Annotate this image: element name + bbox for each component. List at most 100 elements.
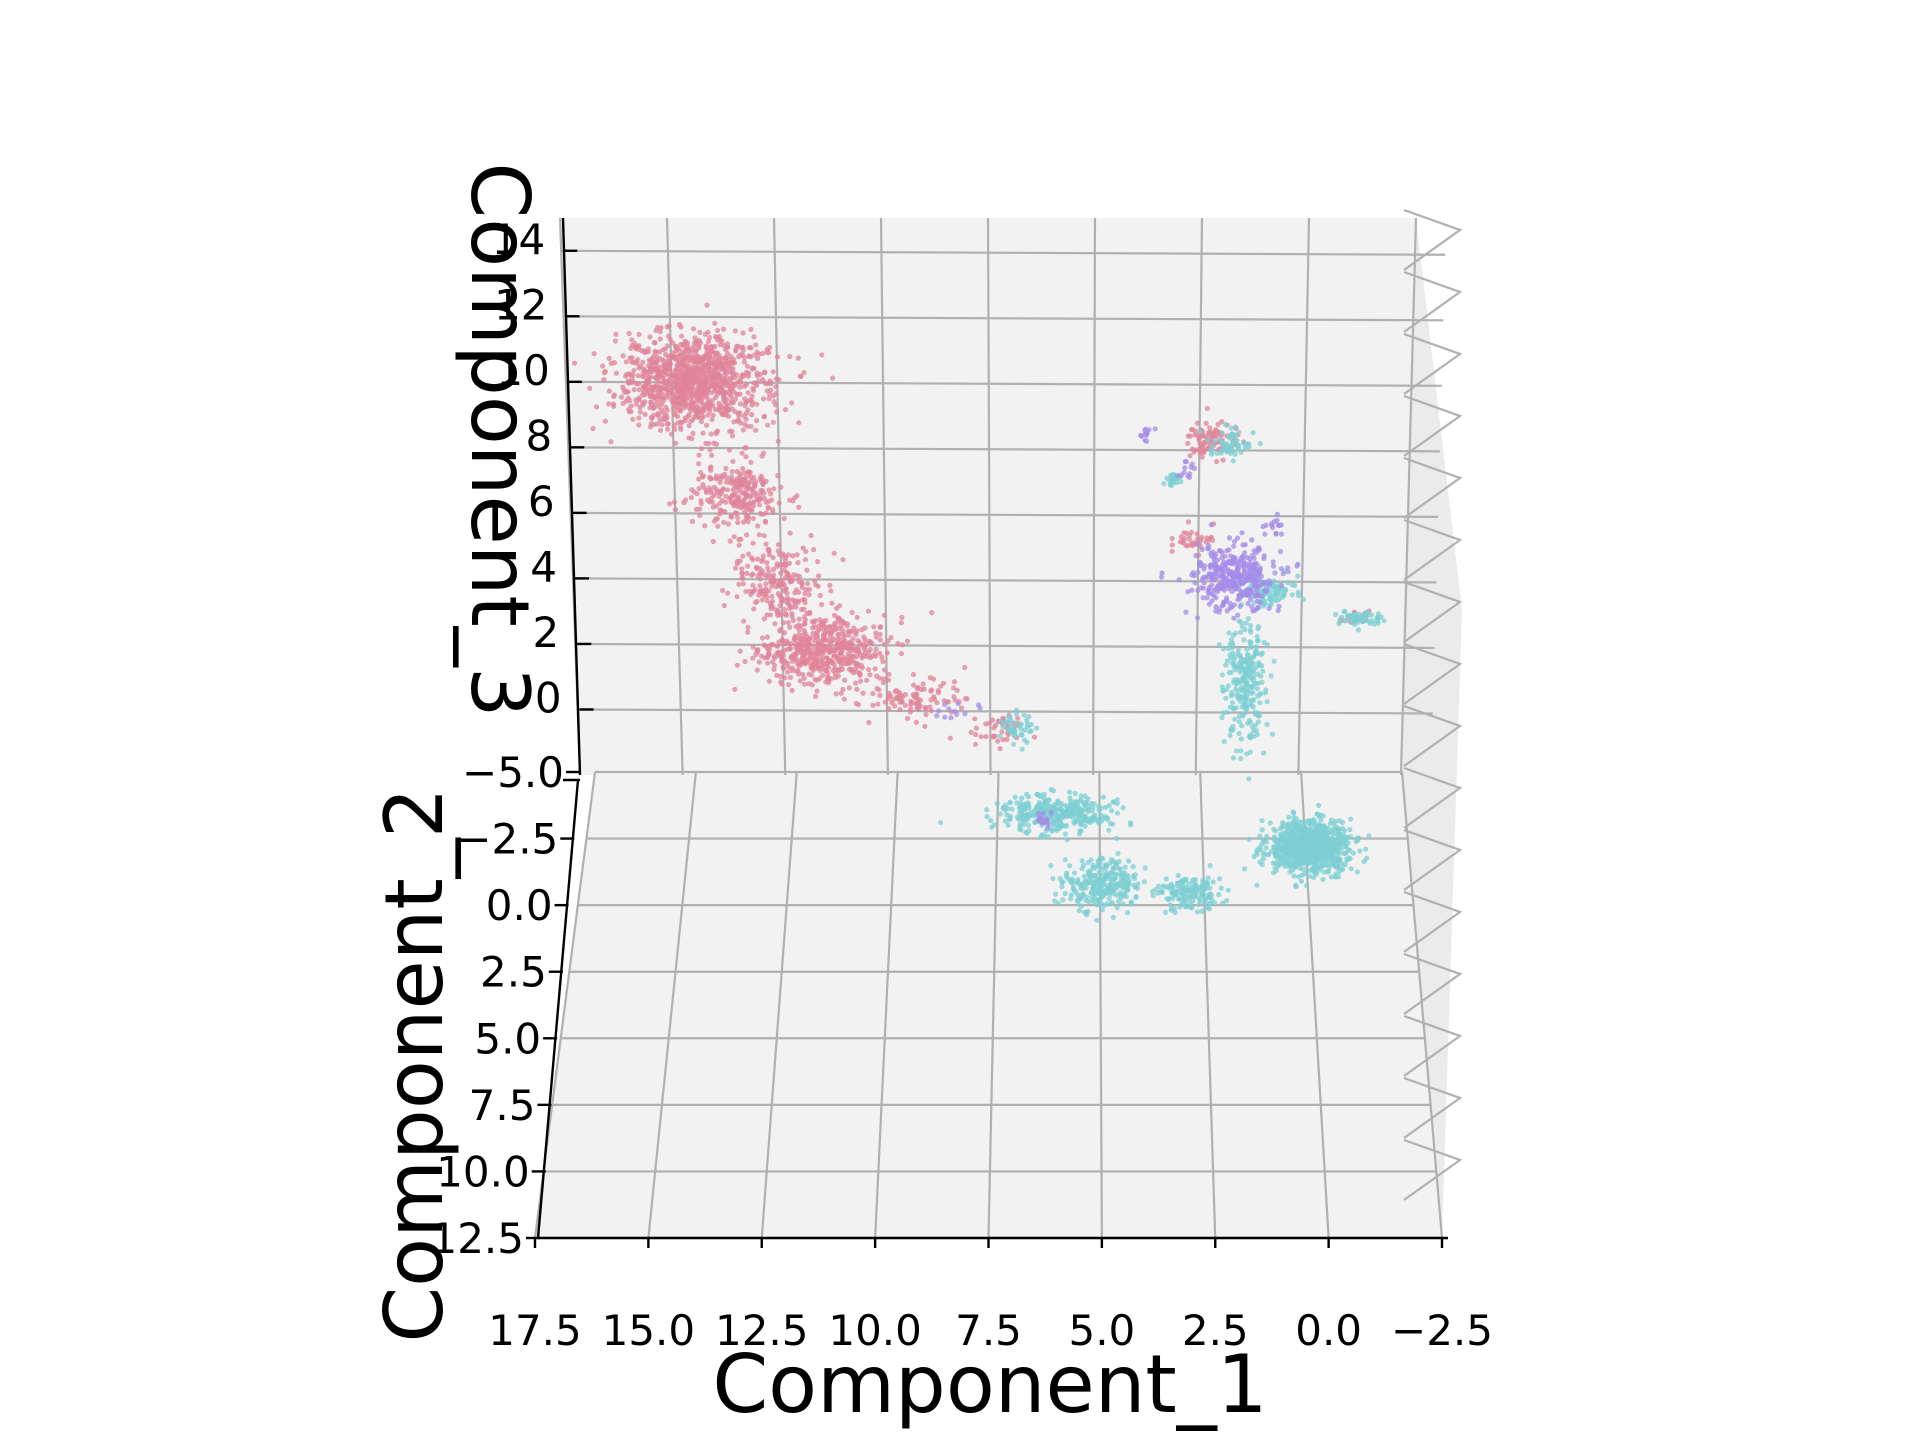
point [1339,819,1346,826]
point [1235,444,1241,450]
point [1347,856,1353,862]
point [848,668,855,674]
point [786,597,792,603]
point [1280,858,1286,864]
point [828,631,834,637]
point [951,679,958,685]
point [744,570,750,577]
point [1085,796,1091,802]
point [689,403,695,409]
point [766,487,772,493]
point [698,366,704,372]
point [833,691,839,697]
point [1289,845,1295,851]
point [898,651,905,657]
point [741,470,747,476]
point [1025,801,1031,807]
point [1262,587,1268,594]
point [918,686,925,693]
point [727,479,733,486]
point [750,540,756,546]
point [725,487,731,493]
point [859,655,865,661]
floor-grid-line-x [1199,771,1217,1239]
point [740,575,746,582]
point [803,548,809,555]
point [860,690,866,696]
point [1064,870,1070,876]
point [671,499,678,505]
point [804,637,810,643]
point [679,396,685,402]
point [941,680,947,686]
point [800,652,806,658]
point [715,523,721,529]
point [1304,883,1310,889]
point [1350,850,1356,856]
point [690,344,697,350]
point [1260,580,1266,586]
point [1307,840,1313,846]
point [867,672,873,678]
point [789,400,795,406]
point [1120,901,1126,907]
point [831,636,837,642]
point [708,490,714,496]
point [750,582,756,589]
point [1183,904,1190,910]
point [741,618,747,624]
point [829,659,835,665]
point [879,654,885,661]
point [781,630,788,636]
point [930,676,937,682]
point [1121,870,1128,876]
point [732,498,738,504]
point [612,338,619,344]
point [1177,880,1183,886]
point [795,560,801,566]
point [634,361,640,367]
point [854,614,860,620]
point [1297,841,1303,847]
point [910,671,917,678]
point [727,447,733,453]
point [973,725,980,731]
point [1076,908,1082,914]
point [770,369,776,375]
point [725,344,731,350]
point [865,608,872,614]
point [792,641,799,647]
point [763,541,769,547]
point [899,694,906,700]
point [1241,566,1247,572]
point [775,607,781,614]
point [728,389,734,395]
point [1301,823,1308,829]
point [761,450,767,456]
point [1242,445,1248,451]
point [600,363,606,369]
point [709,452,715,458]
point [1318,842,1325,848]
point [745,390,751,396]
point [897,706,903,713]
side-grid-line [1403,456,1463,519]
point [660,375,666,381]
point [766,396,772,402]
point [723,355,729,361]
point [997,733,1003,739]
point [723,493,729,499]
point [1096,803,1102,810]
point [1205,545,1211,551]
point [1007,815,1013,822]
point [1278,566,1284,572]
point [812,693,819,700]
point [1210,573,1216,579]
point [1017,810,1023,816]
point [1299,872,1305,878]
point [1264,833,1270,840]
point [991,725,997,731]
point [725,590,731,596]
point [795,647,801,653]
point [1294,563,1300,569]
